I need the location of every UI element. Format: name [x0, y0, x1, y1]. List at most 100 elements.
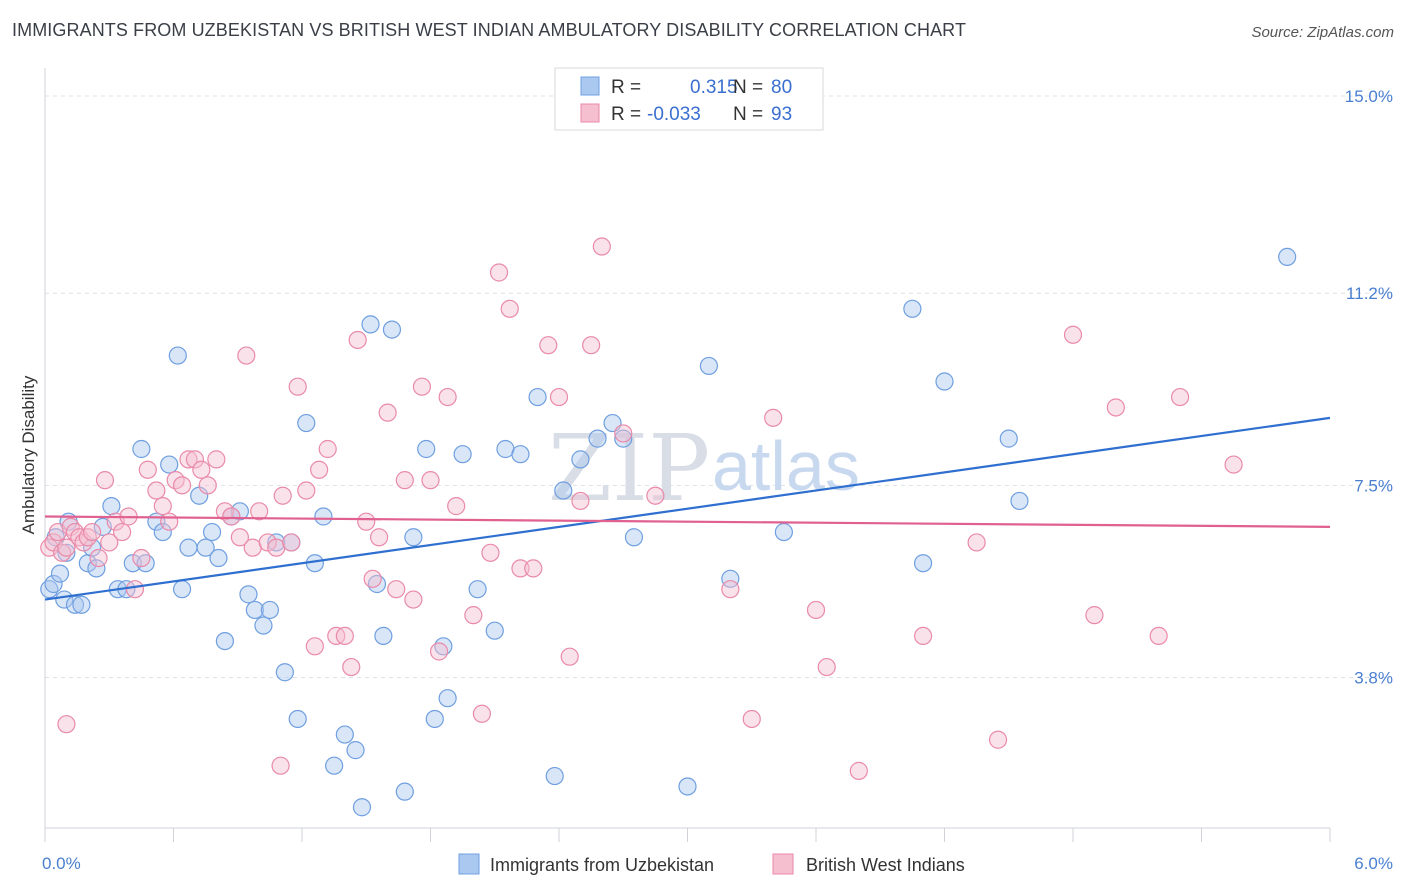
- legend-n-label-1: N =: [733, 77, 763, 98]
- legend-r-label-2: R =: [611, 104, 641, 125]
- point-blue-75: [999, 429, 1018, 448]
- point-blue-76: [1010, 491, 1029, 511]
- point-blue-37: [288, 709, 307, 729]
- point-pink-50: [363, 569, 382, 588]
- point-pink-68: [539, 336, 558, 355]
- point-pink-90: [1224, 455, 1243, 474]
- point-pink-20: [147, 481, 166, 500]
- point-pink-65: [500, 299, 519, 318]
- x-tick-label-0: 0.0%: [42, 854, 81, 873]
- point-pink-49: [357, 512, 376, 531]
- axes: [44, 68, 1331, 842]
- point-blue-43: [346, 741, 365, 760]
- point-pink-62: [472, 704, 491, 723]
- point-pink-11: [89, 548, 108, 568]
- point-blue-31: [245, 600, 264, 620]
- point-blue-59: [511, 445, 530, 464]
- bottom-legend-swatch-pink: [772, 853, 794, 875]
- point-pink-29: [207, 450, 226, 469]
- point-pink-70: [560, 647, 579, 666]
- point-pink-39: [282, 533, 301, 552]
- point-blue-66: [614, 429, 633, 448]
- point-blue-32: [254, 616, 273, 635]
- point-pink-73: [592, 237, 611, 256]
- point-pink-60: [447, 497, 466, 516]
- point-pink-52: [378, 403, 397, 422]
- point-blue-70: [721, 569, 740, 588]
- point-blue-44: [352, 798, 372, 817]
- point-blue-71: [774, 522, 793, 542]
- point-pink-41: [297, 481, 316, 500]
- point-pink-63: [481, 543, 500, 562]
- point-pink-86: [1085, 606, 1104, 625]
- point-blue-64: [588, 429, 607, 448]
- point-pink-4: [57, 538, 76, 557]
- point-blue-35: [275, 663, 294, 682]
- point-blue-55: [453, 445, 472, 464]
- y-axis-label: Ambulatory Disability: [19, 375, 38, 534]
- point-pink-18: [132, 548, 151, 568]
- legend-r-value-1: 0.315: [690, 77, 738, 98]
- point-blue-2: [50, 564, 70, 583]
- point-blue-8: [83, 538, 102, 557]
- point-blue-77: [1278, 247, 1297, 267]
- chart-title: IMMIGRANTS FROM UZBEKISTAN VS BRITISH WE…: [12, 20, 967, 40]
- point-blue-49: [395, 782, 414, 801]
- point-pink-71: [571, 491, 590, 511]
- point-blue-41: [325, 756, 344, 775]
- point-pink-28: [198, 476, 217, 495]
- point-blue-60: [528, 387, 547, 407]
- point-pink-47: [342, 657, 361, 677]
- point-pink-80: [817, 657, 836, 677]
- point-pink-21: [153, 497, 172, 516]
- point-pink-13: [100, 533, 119, 552]
- point-pink-61: [464, 606, 483, 625]
- point-pink-79: [806, 600, 826, 620]
- point-blue-21: [172, 580, 192, 599]
- point-pink-81: [849, 761, 868, 780]
- point-pink-88: [1149, 626, 1168, 646]
- point-pink-17: [125, 580, 145, 599]
- point-blue-15: [132, 439, 151, 459]
- bottom-legend-swatch-blue: [458, 853, 480, 875]
- point-pink-31: [222, 507, 241, 526]
- point-pink-19: [138, 460, 157, 479]
- y-tick-label-0: 3.8%: [1354, 668, 1393, 687]
- point-blue-67: [624, 528, 644, 547]
- point-blue-29: [230, 502, 249, 521]
- point-blue-30: [239, 585, 258, 604]
- point-blue-54: [438, 689, 457, 708]
- point-pink-48: [348, 330, 367, 350]
- point-pink-53: [387, 580, 406, 599]
- point-pink-24: [172, 476, 192, 495]
- point-blue-74: [935, 372, 954, 391]
- point-blue-33: [260, 600, 279, 620]
- point-blue-57: [485, 621, 504, 640]
- grid-lines: [45, 95, 1390, 678]
- point-pink-22: [160, 512, 179, 531]
- point-pink-67: [524, 559, 543, 578]
- point-pink-25: [179, 450, 198, 469]
- point-pink-84: [988, 730, 1008, 749]
- point-blue-73: [913, 554, 933, 573]
- point-pink-69: [549, 387, 569, 407]
- point-pink-26: [185, 450, 205, 469]
- point-pink-59: [438, 387, 457, 407]
- point-pink-77: [742, 709, 761, 729]
- point-blue-47: [374, 626, 393, 646]
- point-blue-79: [57, 543, 76, 562]
- point-blue-18: [153, 522, 172, 542]
- point-pink-57: [421, 471, 440, 490]
- point-blue-48: [382, 320, 402, 339]
- point-pink-42: [305, 637, 324, 656]
- bottom-legend-label-1: Immigrants from Uzbekistan: [490, 855, 714, 875]
- bottom-legend-label-2: British West Indians: [806, 855, 965, 875]
- point-blue-68: [678, 777, 697, 796]
- point-pink-89: [1170, 387, 1190, 407]
- point-pink-36: [258, 533, 277, 552]
- point-pink-43: [310, 460, 329, 479]
- point-blue-1: [44, 574, 63, 594]
- legend-n-label-2: N =: [733, 104, 763, 125]
- legend-box: R = 0.315 N = 80 R = -0.033 N = 93: [554, 67, 824, 131]
